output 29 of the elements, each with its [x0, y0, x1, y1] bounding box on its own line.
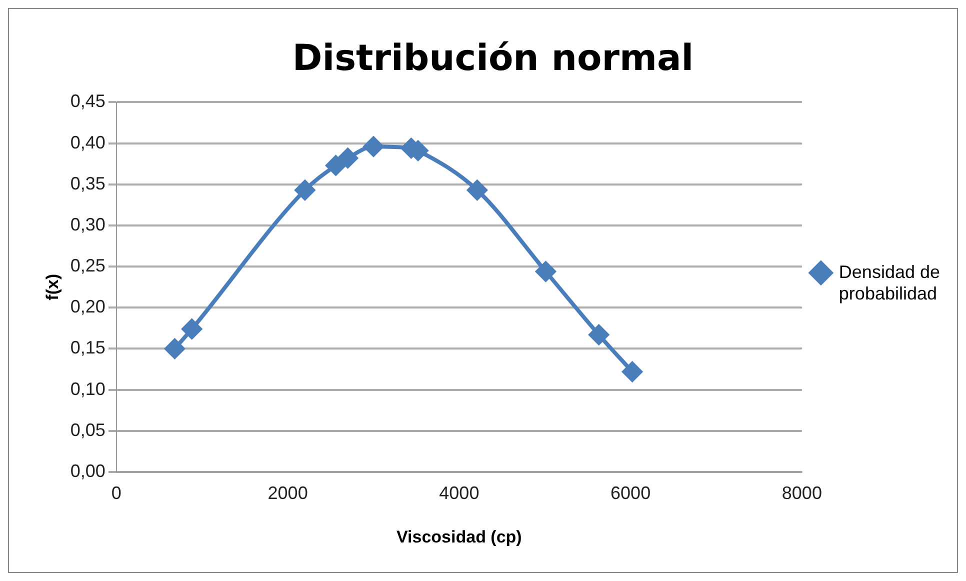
- y-tick-label: 0,05: [70, 420, 106, 440]
- point: [363, 136, 384, 157]
- y-tick-label: 0,15: [70, 338, 106, 358]
- point: [588, 324, 609, 345]
- x-axis-title: Viscosidad (cp): [396, 527, 522, 546]
- y-tick-label: 0,30: [70, 214, 106, 234]
- point: [326, 155, 346, 176]
- x-tick-label: 6000: [610, 482, 651, 503]
- point: [164, 338, 185, 359]
- y-tick-label: 0,00: [70, 460, 106, 481]
- x-tick-label: 4000: [439, 482, 480, 503]
- point: [338, 148, 358, 168]
- x-tick-label: 2000: [268, 482, 308, 503]
- point: [182, 319, 202, 340]
- y-axis-title: f(x): [42, 274, 62, 300]
- y-tick-label: 0,10: [70, 378, 106, 399]
- y-tick-label: 0,45: [70, 91, 106, 112]
- point: [294, 180, 315, 200]
- point: [536, 261, 556, 282]
- legend-label: Densidad de probabilidad: [838, 262, 940, 304]
- y-tick-label: 0,20: [70, 296, 106, 317]
- point: [467, 180, 488, 200]
- x-tick-label: 8000: [782, 482, 822, 503]
- y-tick-label: 0,35: [70, 173, 106, 194]
- y-tick-label: 0,40: [70, 132, 106, 152]
- chart-title: Distribución normal: [292, 38, 694, 79]
- y-tick-label: 0,25: [70, 256, 106, 276]
- point: [622, 362, 642, 382]
- x-tick-label: 0: [111, 482, 122, 503]
